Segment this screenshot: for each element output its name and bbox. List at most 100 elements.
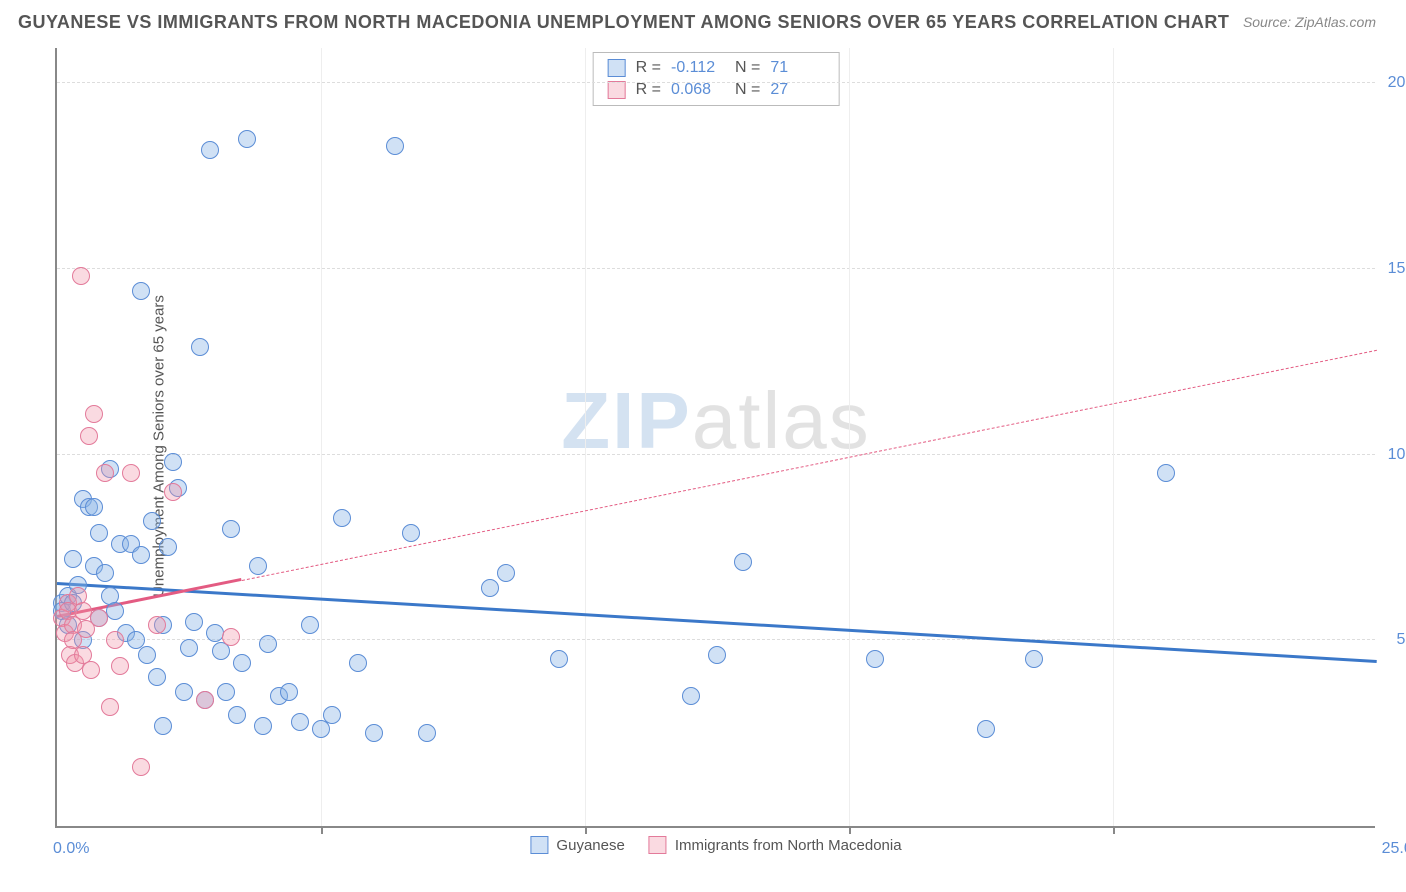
point-guyanese xyxy=(175,683,193,701)
point-macedonia xyxy=(196,691,214,709)
y-tick-label: 5.0% xyxy=(1397,631,1406,649)
legend-item-macedonia: Immigrants from North Macedonia xyxy=(649,836,902,854)
point-guyanese xyxy=(734,553,752,571)
trendline-pink-extrap xyxy=(242,350,1377,581)
point-guyanese xyxy=(154,717,172,735)
watermark-prefix: ZIP xyxy=(561,376,691,465)
point-macedonia xyxy=(96,464,114,482)
watermark-suffix: atlas xyxy=(692,376,871,465)
point-macedonia xyxy=(101,698,119,716)
chart-container: GUYANESE VS IMMIGRANTS FROM NORTH MACEDO… xyxy=(0,0,1406,892)
point-guyanese xyxy=(280,683,298,701)
chart-title: GUYANESE VS IMMIGRANTS FROM NORTH MACEDO… xyxy=(18,12,1229,33)
point-guyanese xyxy=(259,635,277,653)
point-macedonia xyxy=(72,267,90,285)
point-guyanese xyxy=(386,137,404,155)
point-macedonia xyxy=(90,609,108,627)
r-value-blue: -0.112 xyxy=(671,59,725,77)
legend-label-guyanese: Guyanese xyxy=(556,837,624,854)
x-tick xyxy=(585,826,587,834)
legend-item-guyanese: Guyanese xyxy=(530,836,624,854)
point-guyanese xyxy=(1025,650,1043,668)
gridline-v xyxy=(585,48,586,826)
point-guyanese xyxy=(96,564,114,582)
point-guyanese xyxy=(312,720,330,738)
point-macedonia xyxy=(111,657,129,675)
point-guyanese xyxy=(497,564,515,582)
gridline-v xyxy=(321,48,322,826)
point-guyanese xyxy=(682,687,700,705)
point-macedonia xyxy=(85,405,103,423)
point-guyanese xyxy=(143,512,161,530)
legend-swatch-blue xyxy=(530,836,548,854)
point-guyanese xyxy=(418,724,436,742)
gridline-h xyxy=(57,454,1375,455)
swatch-blue xyxy=(608,59,626,77)
bottom-legend: Guyanese Immigrants from North Macedonia xyxy=(530,836,901,854)
y-tick-label: 15.0% xyxy=(1388,260,1406,278)
stat-legend-box: R = -0.112 N = 71 R = 0.068 N = 27 xyxy=(593,52,840,106)
point-macedonia xyxy=(164,483,182,501)
point-guyanese xyxy=(164,453,182,471)
x-tick xyxy=(321,826,323,834)
point-macedonia xyxy=(132,758,150,776)
plot-area: ZIPatlas R = -0.112 N = 71 R = 0.068 N =… xyxy=(55,48,1375,828)
gridline-h xyxy=(57,268,1375,269)
point-guyanese xyxy=(222,520,240,538)
point-guyanese xyxy=(1157,464,1175,482)
y-tick-label: 10.0% xyxy=(1388,446,1406,464)
y-tick-label: 20.0% xyxy=(1388,74,1406,92)
stat-row-guyanese: R = -0.112 N = 71 xyxy=(594,57,839,79)
x-tick-label: 0.0% xyxy=(53,840,89,858)
x-tick xyxy=(1113,826,1115,834)
gridline-h xyxy=(57,639,1375,640)
point-guyanese xyxy=(323,706,341,724)
point-guyanese xyxy=(249,557,267,575)
x-tick-label: 25.0% xyxy=(1382,840,1406,858)
point-guyanese xyxy=(64,550,82,568)
legend-swatch-pink xyxy=(649,836,667,854)
point-macedonia xyxy=(106,631,124,649)
point-guyanese xyxy=(180,639,198,657)
source-label: Source: ZipAtlas.com xyxy=(1243,14,1376,30)
point-guyanese xyxy=(301,616,319,634)
point-guyanese xyxy=(291,713,309,731)
n-value-blue: 71 xyxy=(770,59,824,77)
swatch-pink xyxy=(608,81,626,99)
point-guyanese xyxy=(365,724,383,742)
point-macedonia xyxy=(222,628,240,646)
n-value-pink: 27 xyxy=(770,81,824,99)
point-guyanese xyxy=(333,509,351,527)
point-guyanese xyxy=(238,130,256,148)
point-macedonia xyxy=(80,427,98,445)
point-guyanese xyxy=(201,141,219,159)
point-guyanese xyxy=(138,646,156,664)
point-macedonia xyxy=(122,464,140,482)
point-guyanese xyxy=(228,706,246,724)
x-tick xyxy=(849,826,851,834)
point-guyanese xyxy=(254,717,272,735)
point-guyanese xyxy=(212,642,230,660)
point-guyanese xyxy=(191,338,209,356)
point-guyanese xyxy=(550,650,568,668)
point-guyanese xyxy=(106,602,124,620)
point-guyanese xyxy=(233,654,251,672)
point-guyanese xyxy=(481,579,499,597)
r-label: R = xyxy=(636,59,661,77)
point-macedonia xyxy=(148,616,166,634)
point-guyanese xyxy=(185,613,203,631)
n-label: N = xyxy=(735,81,760,99)
legend-label-macedonia: Immigrants from North Macedonia xyxy=(675,837,902,854)
point-guyanese xyxy=(132,546,150,564)
point-guyanese xyxy=(708,646,726,664)
point-guyanese xyxy=(866,650,884,668)
point-guyanese xyxy=(402,524,420,542)
point-guyanese xyxy=(148,668,166,686)
r-label: R = xyxy=(636,81,661,99)
point-guyanese xyxy=(349,654,367,672)
n-label: N = xyxy=(735,59,760,77)
point-guyanese xyxy=(85,498,103,516)
r-value-pink: 0.068 xyxy=(671,81,725,99)
gridline-v xyxy=(849,48,850,826)
gridline-h xyxy=(57,82,1375,83)
